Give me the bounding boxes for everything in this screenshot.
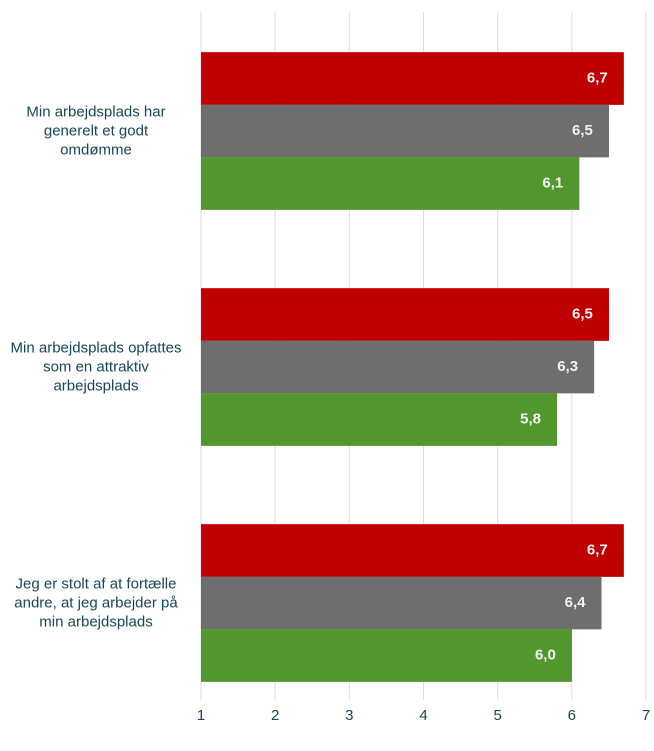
data-label: 6,0 [535,646,556,663]
data-label: 5,8 [520,410,541,427]
x-tick-label: 1 [197,707,205,724]
x-tick-label: 4 [419,707,427,724]
bar-shade [201,524,624,577]
x-tick-label: 7 [642,707,650,724]
category-label: Jeg er stolt af at fortælle andre, at je… [14,575,178,631]
bar-shade [201,576,602,630]
bar-shade [201,157,580,210]
bar-shade [201,629,572,682]
category-label: Min arbejdsplads opfattes som en attrakt… [10,339,182,395]
x-tick-label: 5 [493,707,501,724]
bar-shade [201,104,609,158]
bar-shade [201,340,595,394]
x-tick-label: 6 [568,707,576,724]
bar-shade [201,52,624,105]
x-tick-label: 2 [271,707,279,724]
x-tick-label: 3 [345,707,353,724]
data-label: 6,4 [565,594,587,611]
data-label: 6,5 [572,305,593,322]
data-label: 6,3 [557,358,578,375]
bar-shade [201,288,609,341]
category-label: Min arbejdsplads har generelt et godt om… [26,103,166,159]
bar-shade [201,393,557,446]
data-label: 6,1 [542,174,563,191]
data-label: 6,5 [572,122,593,139]
data-label: 6,7 [587,69,608,86]
data-label: 6,7 [587,541,608,558]
